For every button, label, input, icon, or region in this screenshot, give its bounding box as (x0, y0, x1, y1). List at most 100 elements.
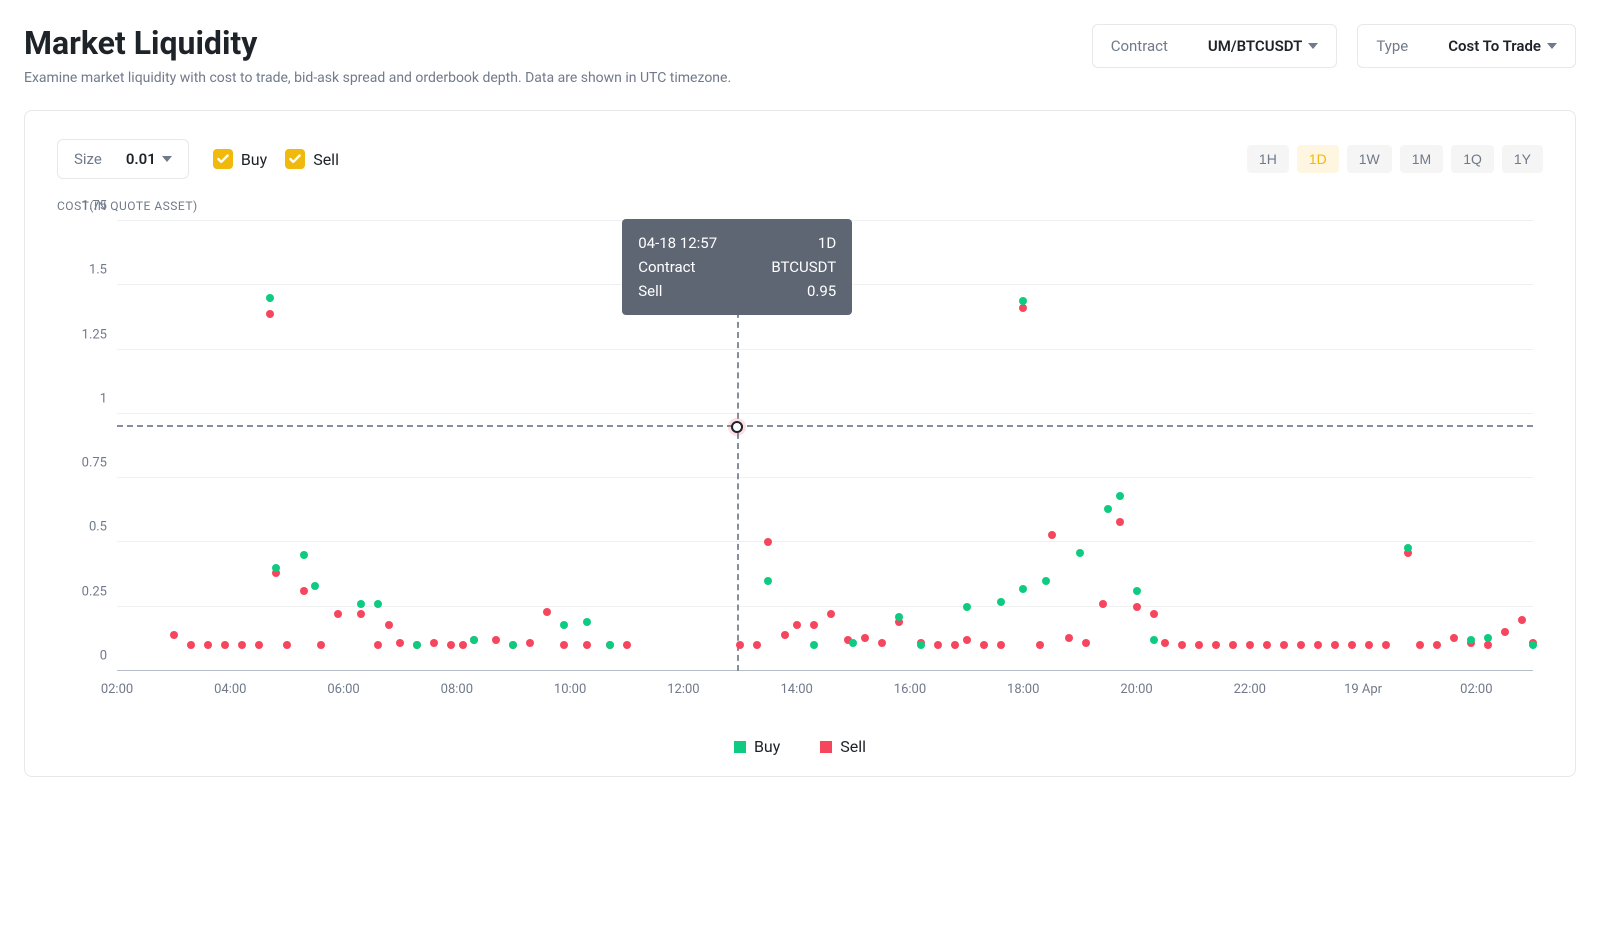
buy-point (266, 294, 274, 302)
size-value: 0.01 (126, 150, 156, 168)
checkbox-sell[interactable]: Sell (285, 149, 339, 169)
sell-point (827, 610, 835, 618)
sell-point (374, 641, 382, 649)
x-tick-label: 10:00 (554, 682, 586, 697)
sell-point (170, 631, 178, 639)
gridline (117, 349, 1533, 350)
x-tick-label: 12:00 (667, 682, 699, 697)
legend-buy[interactable]: Buy (734, 737, 780, 756)
checkbox-buy[interactable]: Buy (213, 149, 267, 169)
buy-point (357, 600, 365, 608)
timeframe-1D[interactable]: 1D (1297, 145, 1339, 173)
sell-point (1133, 603, 1141, 611)
sell-point (266, 310, 274, 318)
sell-point (1099, 600, 1107, 608)
sell-point (1036, 641, 1044, 649)
chart-tooltip: 04-18 12:571DContractBTCUSDTSell0.95 (622, 219, 852, 315)
buy-point (311, 582, 319, 590)
contract-dropdown[interactable]: Contract UM/BTCUSDT (1092, 24, 1338, 68)
buy-point (810, 641, 818, 649)
sell-point (1082, 639, 1090, 647)
timeframe-1Q[interactable]: 1Q (1451, 145, 1494, 173)
crosshair-horizontal (117, 425, 1533, 427)
sell-point (357, 610, 365, 618)
sell-point (753, 641, 761, 649)
y-tick-label: 1 (57, 391, 107, 406)
sell-point (997, 641, 1005, 649)
legend-swatch (820, 741, 832, 753)
sell-point (543, 608, 551, 616)
sell-point (1433, 641, 1441, 649)
buy-point (1104, 505, 1112, 513)
y-tick-label: 0.5 (57, 520, 107, 535)
y-tick-label: 0 (57, 649, 107, 664)
timeframe-1H[interactable]: 1H (1247, 145, 1289, 173)
buy-point (470, 636, 478, 644)
sell-point (283, 641, 291, 649)
sell-point (1246, 641, 1254, 649)
sell-point (764, 538, 772, 546)
buy-point (1116, 492, 1124, 500)
type-label: Type (1376, 37, 1408, 55)
x-tick-label: 16:00 (894, 682, 926, 697)
buy-point (300, 551, 308, 559)
sell-point (492, 636, 500, 644)
sell-point (951, 641, 959, 649)
tooltip-right: BTCUSDT (771, 255, 836, 279)
buy-point (583, 618, 591, 626)
buy-point (1404, 544, 1412, 552)
sell-point (583, 641, 591, 649)
buy-point (1467, 636, 1475, 644)
page-title: Market Liquidity (24, 24, 731, 62)
contract-label: Contract (1111, 37, 1168, 55)
timeframe-1M[interactable]: 1M (1400, 145, 1443, 173)
hover-marker (728, 418, 746, 436)
scatter-chart[interactable]: 00.250.50.7511.251.51.7502:0004:0006:000… (57, 221, 1543, 701)
legend-swatch (734, 741, 746, 753)
type-dropdown[interactable]: Type Cost To Trade (1357, 24, 1576, 68)
sell-point (317, 641, 325, 649)
sell-point (221, 641, 229, 649)
checkbox-label: Buy (241, 150, 267, 169)
sell-point (430, 639, 438, 647)
gridline (117, 670, 1533, 671)
sell-point (1416, 641, 1424, 649)
buy-point (1076, 549, 1084, 557)
size-label: Size (74, 150, 102, 168)
timeframe-1Y[interactable]: 1Y (1502, 145, 1543, 173)
tooltip-right: 0.95 (807, 279, 836, 303)
sell-point (736, 641, 744, 649)
gridline (117, 606, 1533, 607)
legend-sell[interactable]: Sell (820, 737, 866, 756)
buy-point (374, 600, 382, 608)
sell-point (1178, 641, 1186, 649)
check-icon (213, 149, 233, 169)
buy-point (895, 613, 903, 621)
buy-point (606, 641, 614, 649)
sell-point (1280, 641, 1288, 649)
sell-point (396, 639, 404, 647)
buy-point (1529, 641, 1537, 649)
sell-point (781, 631, 789, 639)
buy-point (1019, 585, 1027, 593)
tooltip-left: Contract (638, 255, 695, 279)
y-tick-label: 1.5 (57, 263, 107, 278)
buy-point (560, 621, 568, 629)
sell-point (1212, 641, 1220, 649)
y-axis-title: COST(IN QUOTE ASSET) (57, 199, 1543, 213)
buy-point (272, 564, 280, 572)
tooltip-right: 1D (818, 231, 836, 255)
size-dropdown[interactable]: Size 0.01 (57, 139, 189, 179)
sell-point (1450, 634, 1458, 642)
x-tick-label: 06:00 (327, 682, 359, 697)
sell-point (1382, 641, 1390, 649)
sell-point (385, 621, 393, 629)
sell-point (334, 610, 342, 618)
buy-point (1019, 297, 1027, 305)
sell-point (1484, 641, 1492, 649)
buy-point (1484, 634, 1492, 642)
sell-point (1229, 641, 1237, 649)
tooltip-left: 04-18 12:57 (638, 231, 717, 255)
timeframe-1W[interactable]: 1W (1347, 145, 1392, 173)
sell-point (1263, 641, 1271, 649)
